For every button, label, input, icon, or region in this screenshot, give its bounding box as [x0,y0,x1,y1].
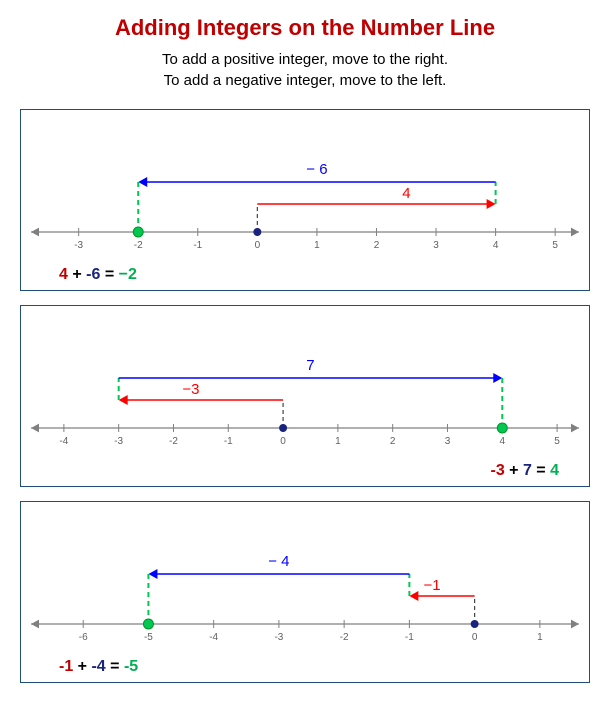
svg-text:1: 1 [314,240,320,251]
number-line-panel: -3 -2 -1 0 1 2 3 4 5 4 − 6 4 + -6 = −2 [20,109,590,291]
equation-part: 4 [550,462,559,479]
equation-part: 7 [523,462,532,479]
equation: -3 + 7 = 4 [490,462,559,480]
equation-part: -5 [124,658,138,675]
page-subtitle: To add a positive integer, move to the r… [20,49,590,91]
svg-text:-6: -6 [79,632,88,643]
svg-text:1: 1 [335,436,341,447]
subtitle-line-2: To add a negative integer, move to the l… [164,72,447,89]
page-title: Adding Integers on the Number Line [20,15,590,41]
equation-part: = [100,266,118,283]
svg-text:1: 1 [537,632,543,643]
svg-text:0: 0 [280,436,286,447]
svg-text:-1: -1 [193,240,202,251]
svg-text:7: 7 [306,357,314,374]
svg-text:-2: -2 [340,632,349,643]
svg-text:2: 2 [374,240,380,251]
equation-part: + [73,658,91,675]
svg-text:3: 3 [445,436,451,447]
equation-part: = [532,462,550,479]
svg-text:-3: -3 [114,436,123,447]
equation-part: −2 [119,266,137,283]
equation-part: + [505,462,523,479]
svg-text:-4: -4 [209,632,218,643]
equation-part: + [68,266,86,283]
svg-text:−3: −3 [182,381,199,398]
equation: -1 + -4 = -5 [59,658,138,676]
number-line-svg: -3 -2 -1 0 1 2 3 4 5 4 − 6 [31,122,579,282]
svg-text:-3: -3 [274,632,283,643]
subtitle-line-1: To add a positive integer, move to the r… [162,51,448,68]
svg-text:-1: -1 [405,632,414,643]
svg-text:2: 2 [390,436,396,447]
equation-part: = [106,658,124,675]
svg-text:3: 3 [433,240,439,251]
svg-text:4: 4 [493,240,499,251]
svg-text:0: 0 [255,240,261,251]
equation-part: -1 [59,658,73,675]
svg-text:-1: -1 [224,436,233,447]
number-line-svg: -4 -3 -2 -1 0 1 2 3 4 5 −3 7 [31,318,579,478]
svg-text:-3: -3 [74,240,83,251]
svg-text:4: 4 [402,185,410,202]
svg-text:-2: -2 [134,240,143,251]
svg-text:-5: -5 [144,632,153,643]
equation-part: -6 [86,266,100,283]
equation-part: 4 [59,266,68,283]
number-line-svg: -6 -5 -4 -3 -2 -1 0 1 −1 − 4 [31,514,579,674]
equation: 4 + -6 = −2 [59,266,137,284]
equation-part: -3 [490,462,504,479]
svg-text:− 6: − 6 [306,161,327,178]
number-line-panel: -6 -5 -4 -3 -2 -1 0 1 −1 − 4 -1 + -4 = -5 [20,501,590,683]
svg-text:5: 5 [552,240,558,251]
svg-text:-4: -4 [59,436,68,447]
svg-text:-2: -2 [169,436,178,447]
svg-text:−1: −1 [423,577,440,594]
panels-wrapper: -3 -2 -1 0 1 2 3 4 5 4 − 6 4 + -6 = −2 -4 -3 -2 -1 0 1 2 3 4… [20,109,590,683]
infographic-container: Adding Integers on the Number Line To ad… [0,0,610,712]
svg-text:− 4: − 4 [268,553,289,570]
equation-part: -4 [91,658,105,675]
svg-text:5: 5 [554,436,560,447]
number-line-panel: -4-3-2-1012345−37-3 + 7 = 4 [20,305,590,487]
svg-text:4: 4 [499,436,505,447]
svg-text:0: 0 [472,632,478,643]
